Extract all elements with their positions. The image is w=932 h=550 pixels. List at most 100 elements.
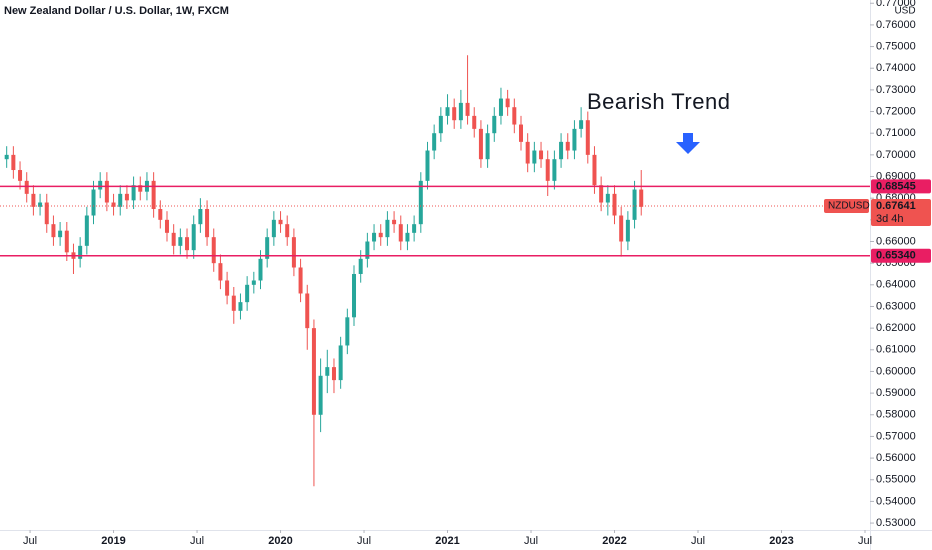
candle-body — [124, 193, 129, 201]
candle-body — [331, 367, 336, 381]
candle-body — [238, 302, 243, 311]
candle-body — [438, 115, 443, 134]
candle-body — [225, 280, 230, 296]
x-tick-label: 2019 — [101, 535, 125, 547]
y-tick-label: 0.70000 — [876, 149, 916, 161]
candle-body — [298, 267, 303, 294]
x-tick-label: Jul — [23, 535, 37, 547]
candle-body — [151, 180, 156, 210]
candle-body — [205, 209, 210, 238]
level-label: 0.65340 — [876, 250, 916, 262]
candle-body — [478, 128, 483, 160]
candle-body — [579, 120, 584, 129]
down-arrow-icon — [676, 133, 700, 154]
candle-body — [251, 280, 256, 285]
x-tick-label: 2020 — [268, 535, 292, 547]
candle-body — [458, 102, 463, 121]
candle-body — [98, 180, 103, 190]
candle-body — [505, 98, 510, 108]
candle-body — [572, 128, 577, 151]
candle-body — [632, 189, 637, 220]
candle-body — [552, 159, 557, 181]
x-tick-label: Jul — [691, 535, 705, 547]
candle-body — [545, 159, 550, 181]
candle-body — [512, 107, 517, 125]
y-tick-label: 0.76000 — [876, 19, 916, 31]
candle-body — [418, 180, 423, 225]
candle-body — [605, 193, 610, 203]
candle-body — [338, 345, 343, 381]
candle-body — [285, 224, 290, 238]
candle-body — [44, 202, 49, 225]
candle-body — [164, 219, 169, 233]
candle-body — [245, 284, 250, 303]
candle-body — [265, 237, 270, 259]
x-tick-label: Jul — [357, 535, 371, 547]
candle-body — [625, 219, 630, 242]
candle-body — [31, 193, 36, 207]
candle-body — [51, 224, 56, 238]
candle-body — [178, 237, 183, 246]
y-tick-label: 0.72000 — [876, 105, 916, 117]
candle-body — [211, 237, 216, 264]
level-label: 0.68545 — [876, 180, 916, 192]
y-tick-label: 0.56000 — [876, 452, 916, 464]
y-tick-label: 0.64000 — [876, 279, 916, 291]
candle-body — [191, 224, 196, 251]
y-tick-label: 0.73000 — [876, 84, 916, 96]
level-label-box — [871, 179, 931, 194]
candle-body — [24, 180, 29, 194]
candle-body — [532, 150, 537, 164]
candle-body — [131, 185, 136, 201]
candle-body — [365, 241, 370, 259]
symbol-box — [824, 198, 869, 213]
countdown-label: 3d 4h — [876, 213, 904, 225]
candle-body — [64, 230, 69, 253]
candle-body — [485, 133, 490, 160]
candle-body — [325, 367, 330, 376]
candle-body — [358, 258, 363, 274]
candle-body — [619, 215, 624, 242]
y-tick-label: 0.61000 — [876, 344, 916, 356]
candle-body — [585, 120, 590, 155]
candle-body — [258, 258, 263, 281]
y-tick-label: 0.58000 — [876, 409, 916, 421]
candle-body — [171, 232, 176, 246]
level-label-box — [871, 248, 931, 263]
candle-body — [392, 219, 397, 225]
candle-body — [11, 154, 16, 171]
candle-body — [345, 317, 350, 346]
candle-body — [398, 224, 403, 242]
y-tick-label: 0.53000 — [876, 517, 916, 529]
candle-body — [231, 295, 236, 311]
y-tick-label: 0.54000 — [876, 495, 916, 507]
candle-body — [612, 193, 617, 216]
candle-body — [84, 215, 89, 246]
candle-body — [352, 273, 357, 318]
y-tick-label: 0.60000 — [876, 365, 916, 377]
candle-body — [599, 185, 604, 203]
candle-body — [472, 115, 477, 129]
candle-body — [445, 107, 450, 116]
candle-body — [372, 232, 377, 242]
candle-body — [38, 202, 43, 207]
candle-body — [218, 263, 223, 281]
candle-body — [305, 293, 310, 329]
candle-body — [465, 102, 470, 116]
y-tick-label: 0.74000 — [876, 62, 916, 74]
candle-body — [291, 237, 296, 268]
y-tick-label: 0.55000 — [876, 474, 916, 486]
y-tick-label: 0.62000 — [876, 322, 916, 334]
x-tick-label: Jul — [524, 535, 538, 547]
candle-body — [378, 232, 383, 238]
candle-body — [405, 232, 410, 242]
currency-label: USD — [894, 6, 915, 17]
candle-body — [639, 189, 644, 207]
y-tick-label: 0.59000 — [876, 387, 916, 399]
y-tick-label: 0.75000 — [876, 40, 916, 52]
x-tick-label: Jul — [858, 535, 872, 547]
candle-body — [198, 209, 203, 225]
y-tick-label: 0.63000 — [876, 300, 916, 312]
